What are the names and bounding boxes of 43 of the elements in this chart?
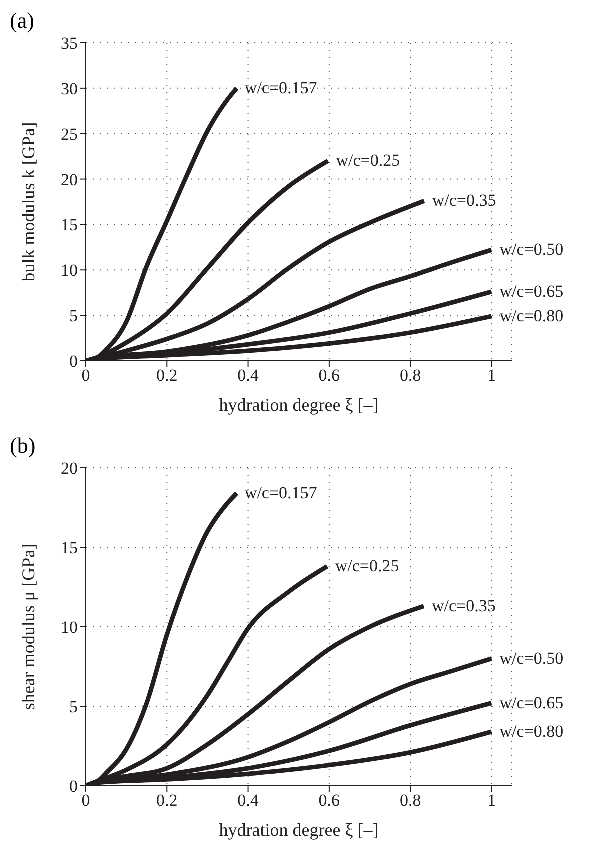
x-tick-label: 0.2	[156, 791, 178, 810]
y-tick-label: 30	[61, 79, 78, 98]
series-label: w/c=0.50	[500, 648, 564, 668]
series-label: w/c=0.65	[500, 282, 564, 301]
x-axis-title: hydration degree ξ [–]	[219, 820, 379, 840]
x-tick-label: 0.4	[238, 791, 260, 810]
series-label: w/c=0.35	[432, 191, 496, 210]
x-tick-label: 0.4	[238, 366, 260, 386]
chart-title: (b)	[10, 433, 36, 459]
series-label: w/c=0.25	[335, 556, 400, 576]
y-tick-label: 25	[61, 124, 78, 144]
y-axis-title: bulk modulus k [GPa]	[18, 122, 38, 282]
y-tick-label: 10	[61, 261, 78, 280]
y-tick-label: 20	[61, 459, 78, 478]
y-tick-label: 10	[61, 618, 78, 638]
series-label: w/c=0.50	[500, 240, 564, 260]
y-tick-label: 35	[61, 34, 78, 54]
x-tick-label: 0.2	[156, 366, 178, 386]
y-tick-label: 0	[70, 352, 78, 372]
x-axis-title: hydration degree ξ [–]	[219, 395, 379, 415]
series-label: w/c=0.80	[500, 306, 564, 326]
x-tick-label: 0.6	[318, 791, 340, 810]
x-tick-label: 0	[82, 366, 90, 386]
x-tick-label: 0.8	[400, 366, 422, 386]
x-tick-label: 0.6	[318, 366, 340, 386]
series-label: w/c=0.80	[500, 722, 564, 741]
y-tick-label: 0	[70, 777, 78, 796]
series-label: w/c=0.157	[244, 483, 318, 502]
series-label: w/c=0.65	[500, 693, 564, 712]
series-label: w/c=0.157	[244, 78, 318, 98]
series-label: w/c=0.35	[432, 596, 496, 616]
x-tick-label: 0.8	[400, 791, 422, 810]
x-tick-label: 1	[487, 366, 496, 386]
chart-title: (a)	[10, 8, 34, 34]
y-axis-title: shear modulus μ [GPa]	[18, 544, 38, 710]
y-tick-label: 15	[61, 538, 78, 558]
y-tick-label: 5	[70, 698, 78, 717]
series-label: w/c=0.25	[336, 151, 400, 170]
x-tick-label: 0	[82, 791, 90, 810]
y-tick-label: 20	[61, 170, 78, 190]
x-tick-label: 1	[487, 791, 496, 810]
y-tick-label: 5	[70, 306, 78, 326]
y-tick-label: 15	[61, 216, 78, 235]
